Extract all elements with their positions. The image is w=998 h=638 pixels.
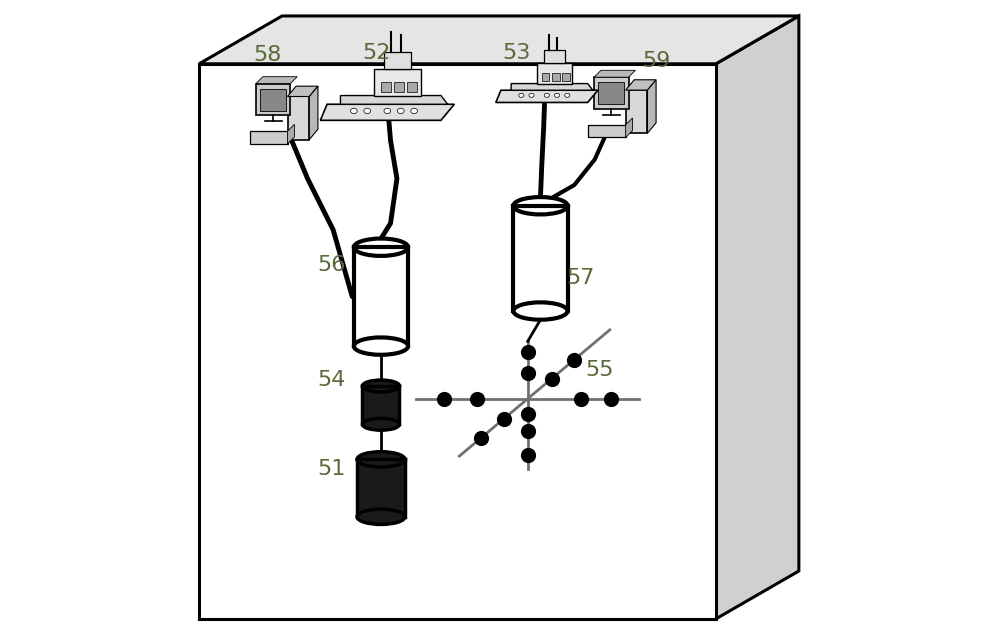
Ellipse shape bbox=[362, 419, 399, 430]
Bar bbox=[598, 82, 625, 104]
Point bbox=[544, 374, 560, 384]
Ellipse shape bbox=[357, 509, 405, 524]
Text: 55: 55 bbox=[585, 360, 614, 380]
Polygon shape bbox=[648, 80, 656, 133]
Point bbox=[520, 368, 536, 378]
Polygon shape bbox=[511, 84, 593, 90]
Bar bbox=[537, 63, 573, 84]
Polygon shape bbox=[200, 16, 798, 64]
Bar bbox=[354, 248, 408, 346]
Text: 51: 51 bbox=[317, 459, 345, 479]
Bar bbox=[562, 73, 570, 81]
Text: 58: 58 bbox=[253, 45, 281, 64]
Text: 59: 59 bbox=[643, 51, 671, 71]
Polygon shape bbox=[716, 16, 798, 619]
Polygon shape bbox=[626, 118, 633, 138]
Polygon shape bbox=[200, 64, 716, 619]
Ellipse shape bbox=[565, 93, 570, 98]
Ellipse shape bbox=[513, 197, 568, 214]
Point bbox=[566, 355, 582, 365]
Polygon shape bbox=[594, 70, 636, 77]
Polygon shape bbox=[309, 86, 318, 140]
Bar bbox=[394, 82, 404, 93]
Text: 54: 54 bbox=[317, 370, 345, 390]
Bar bbox=[374, 69, 421, 96]
Ellipse shape bbox=[513, 302, 568, 320]
Polygon shape bbox=[340, 96, 448, 104]
Polygon shape bbox=[496, 90, 598, 103]
Bar bbox=[552, 73, 560, 81]
Ellipse shape bbox=[354, 338, 408, 355]
Ellipse shape bbox=[519, 93, 524, 98]
Polygon shape bbox=[287, 124, 294, 144]
Polygon shape bbox=[255, 77, 297, 84]
Bar bbox=[588, 125, 626, 138]
Polygon shape bbox=[287, 86, 318, 96]
Bar bbox=[255, 84, 290, 115]
Point bbox=[473, 433, 489, 443]
Ellipse shape bbox=[529, 93, 534, 98]
Ellipse shape bbox=[384, 108, 390, 114]
Ellipse shape bbox=[364, 108, 370, 114]
Polygon shape bbox=[320, 104, 454, 121]
Point bbox=[520, 409, 536, 419]
Bar bbox=[380, 82, 390, 93]
Bar bbox=[542, 73, 550, 81]
Bar bbox=[626, 90, 648, 133]
Bar bbox=[362, 386, 399, 424]
Polygon shape bbox=[626, 80, 656, 90]
Ellipse shape bbox=[555, 93, 560, 98]
Text: 56: 56 bbox=[317, 255, 345, 275]
Point bbox=[496, 413, 512, 424]
Point bbox=[573, 394, 589, 404]
Text: 53: 53 bbox=[502, 43, 531, 63]
Bar bbox=[250, 131, 287, 144]
Point bbox=[520, 426, 536, 436]
Point bbox=[436, 394, 452, 404]
Text: 57: 57 bbox=[566, 268, 595, 288]
Ellipse shape bbox=[357, 452, 405, 467]
Ellipse shape bbox=[411, 108, 417, 114]
Bar bbox=[287, 96, 309, 140]
Ellipse shape bbox=[544, 93, 550, 98]
Bar bbox=[357, 459, 405, 517]
Bar bbox=[544, 50, 565, 63]
Ellipse shape bbox=[354, 239, 408, 256]
Bar bbox=[407, 82, 417, 93]
Ellipse shape bbox=[397, 108, 404, 114]
Point bbox=[469, 394, 485, 404]
Point bbox=[520, 346, 536, 357]
Text: 52: 52 bbox=[362, 43, 390, 63]
Bar bbox=[513, 205, 568, 311]
Ellipse shape bbox=[362, 380, 399, 392]
Point bbox=[520, 450, 536, 460]
Bar bbox=[384, 52, 411, 69]
Bar bbox=[594, 77, 629, 109]
Bar bbox=[259, 89, 286, 110]
Point bbox=[604, 394, 620, 404]
Ellipse shape bbox=[350, 108, 357, 114]
